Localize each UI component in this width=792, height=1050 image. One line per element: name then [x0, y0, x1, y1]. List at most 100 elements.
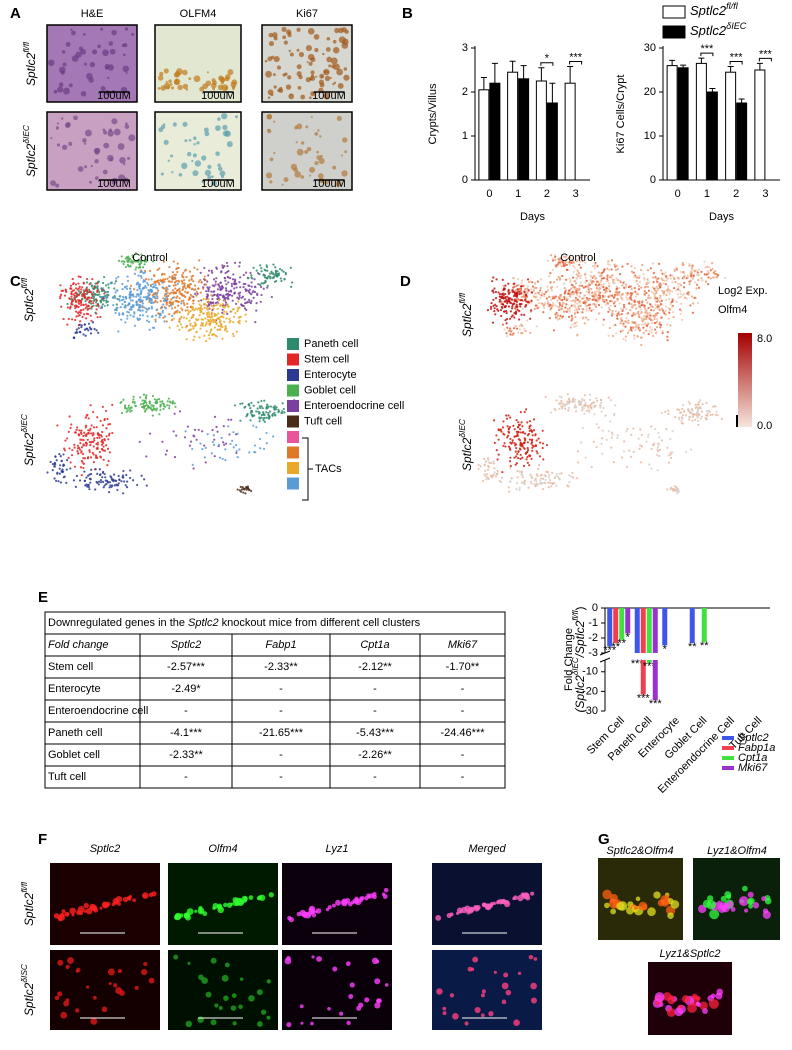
tsne-point — [178, 311, 181, 314]
tsne-point — [88, 488, 91, 491]
micrograph — [168, 863, 278, 945]
tsne-point — [568, 474, 571, 477]
tsne-point — [621, 265, 624, 268]
tsne-point — [605, 298, 608, 302]
tsne-point — [159, 278, 162, 282]
tsne-point — [152, 274, 156, 277]
tsne-point — [206, 280, 209, 283]
error-bar — [491, 62, 498, 84]
tsne-point — [565, 261, 568, 264]
tsne-point — [625, 430, 628, 433]
tsne-point — [550, 485, 553, 488]
tissue-cell — [269, 180, 273, 184]
tissue-cell — [288, 93, 295, 100]
tsne-point — [664, 283, 668, 286]
tsne-point — [515, 462, 519, 465]
tsne-point — [611, 433, 614, 436]
tsne-point — [500, 430, 503, 433]
legend-swatch — [287, 477, 299, 490]
tsne-point — [117, 474, 120, 478]
y-tick-label: 30 — [644, 42, 656, 54]
tissue-cell — [310, 116, 313, 119]
stained-cell — [533, 957, 538, 961]
tsne-point — [588, 293, 591, 296]
y-tick-label: 1 — [462, 130, 468, 142]
stained-cell — [493, 970, 497, 974]
tsne-point — [269, 405, 273, 408]
row-label: Sptlc2fl/fl — [457, 292, 474, 337]
tsne-point — [533, 479, 536, 482]
tsne-point — [74, 283, 78, 286]
tsne-point — [122, 469, 125, 473]
tsne-point — [81, 452, 85, 456]
tissue-cell — [268, 41, 275, 47]
legend-label: Fabp1a — [738, 742, 775, 754]
tsne-point — [238, 322, 241, 325]
tsne-point — [178, 318, 181, 321]
tsne-point — [154, 292, 157, 296]
tsne-point — [281, 411, 284, 414]
tsne-point — [224, 325, 227, 328]
tsne-point — [125, 486, 129, 489]
tsne-point — [688, 402, 691, 405]
tsne-point — [253, 444, 257, 447]
bar — [736, 102, 748, 181]
tsne-point — [98, 436, 101, 439]
tsne-point — [171, 289, 174, 292]
tsne-point — [174, 287, 177, 290]
tsne-point — [620, 317, 623, 320]
significance-label: ** — [611, 641, 620, 653]
tsne-point — [551, 297, 554, 300]
tsne-point — [75, 310, 78, 313]
tsne-point — [129, 299, 132, 302]
tsne-point — [147, 307, 150, 310]
tsne-point — [652, 334, 655, 338]
bar — [478, 89, 490, 181]
stained-cell — [472, 956, 479, 963]
tsne-point — [165, 301, 168, 305]
tsne-point — [644, 309, 647, 312]
legend-label: Sptlc2δIEC — [690, 21, 747, 38]
tissue-cell — [267, 96, 271, 99]
stained-cell — [198, 974, 204, 981]
tsne-point — [656, 318, 659, 321]
tsne-point — [571, 400, 574, 403]
stained-cell — [762, 908, 769, 914]
tsne-point — [631, 314, 634, 317]
tsne-point — [567, 409, 570, 412]
tsne-point — [633, 321, 636, 324]
tissue-cell — [165, 80, 168, 84]
tsne-point — [608, 263, 611, 266]
tsne-point — [156, 295, 159, 298]
table-title-part: knockout mice from different cell cluste… — [219, 617, 421, 629]
tsne-point — [683, 296, 687, 299]
tissue-cell — [160, 172, 164, 176]
stained-cell — [214, 1003, 219, 1008]
tsne-point — [530, 457, 533, 460]
tsne-point — [78, 323, 81, 326]
tsne-point — [101, 471, 105, 474]
tsne-point — [709, 269, 712, 272]
tissue-cell — [333, 63, 340, 71]
tsne-point — [679, 270, 682, 273]
tsne-point — [119, 401, 122, 405]
stained-cell — [381, 892, 386, 897]
tsne-point — [227, 305, 230, 308]
tsne-point — [504, 284, 507, 287]
stained-cell — [501, 982, 509, 990]
tsne-point — [504, 445, 507, 448]
tsne-point — [89, 314, 92, 317]
tissue-cell — [341, 27, 347, 33]
inset-label: Control — [560, 252, 595, 264]
tsne-point — [507, 427, 510, 430]
tsne-point — [672, 286, 676, 290]
tissue-cell — [281, 26, 287, 33]
tsne-point — [66, 323, 69, 326]
tsne-point — [244, 320, 248, 323]
tsne-point — [672, 311, 675, 314]
stained-cell — [738, 896, 749, 907]
tsne-point — [663, 273, 666, 276]
tsne-point — [596, 296, 599, 299]
tsne-point — [131, 299, 134, 302]
stained-cell — [602, 889, 612, 900]
